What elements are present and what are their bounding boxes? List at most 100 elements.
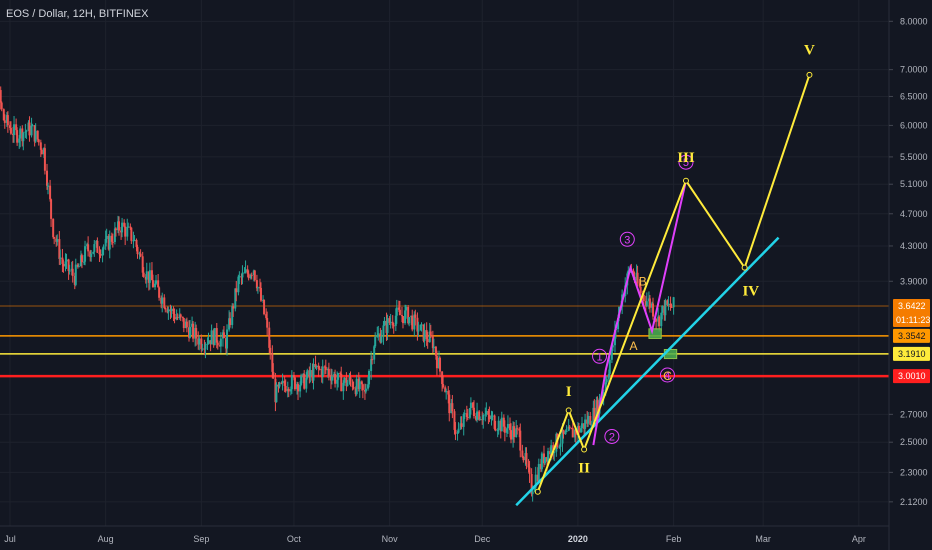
candle-body [154, 283, 157, 288]
candle-body [195, 328, 198, 339]
candle-body [414, 314, 417, 318]
candle-body [142, 272, 145, 277]
candle-body [334, 374, 337, 384]
candle-body [669, 303, 672, 307]
x-tick-label: Mar [755, 534, 771, 544]
candle-body [74, 264, 77, 285]
candle-body [151, 280, 154, 288]
time-axis[interactable]: Jul Aug Sep Oct Nov Dec 2020 Feb Mar Apr [4, 534, 866, 544]
candle-body [113, 228, 116, 242]
candle-body [400, 315, 403, 317]
candle-body [253, 270, 256, 281]
candle-body [126, 227, 129, 237]
candle-body [71, 268, 74, 277]
candle-body [53, 237, 56, 239]
yellow-wave-label: III [677, 150, 695, 166]
candle-body [487, 410, 490, 416]
price-tag [893, 369, 930, 384]
candle-body [222, 332, 225, 339]
candle-body [522, 456, 525, 461]
candle-body [454, 429, 457, 434]
candle-body [425, 330, 428, 340]
candle-body [355, 378, 358, 395]
candle-body [516, 428, 519, 430]
candle-body [604, 382, 607, 392]
y-tick-label: 2.7000 [900, 409, 928, 419]
candle-body [104, 239, 107, 247]
candle-body [503, 426, 506, 433]
price-tag-label: 3.1910 [898, 349, 926, 359]
candle-body [383, 320, 386, 326]
y-tick-label: 6.5000 [900, 91, 928, 101]
candle-body [0, 102, 3, 110]
y-tick-label: 8.0000 [900, 16, 928, 26]
candle-body [493, 415, 496, 429]
price-axis[interactable]: 8.0000 7.0000 6.5000 6.0000 5.5000 5.1000 4.70… [889, 16, 930, 507]
candle-body [478, 411, 481, 420]
chart-title: EOS / Dollar, 12H, BITFINEX [6, 8, 149, 20]
candle-body [312, 364, 315, 381]
candle-body [519, 430, 522, 451]
candle-body [562, 429, 565, 435]
candle-body [271, 353, 274, 372]
y-tick-label: 4.3000 [900, 241, 928, 251]
candle-body [574, 430, 577, 435]
candle-body [431, 336, 434, 349]
candle-body [540, 453, 543, 470]
price-tag-label: 3.0010 [898, 371, 926, 381]
candle-body [658, 316, 661, 327]
candle-body [61, 257, 64, 264]
candle-body [52, 218, 55, 238]
candle-body [581, 423, 584, 429]
candle-body [263, 299, 266, 315]
candle-body [108, 235, 111, 250]
support-trendline [515, 236, 780, 507]
yellow-wave-label: V [804, 43, 815, 59]
magenta-wave-path [592, 180, 687, 446]
abc-wave-label: B [639, 274, 647, 288]
candle-body [497, 420, 500, 430]
wave-pivot-point [565, 407, 572, 414]
candle-body [351, 381, 354, 388]
candle-body [368, 370, 371, 385]
candle-body [462, 414, 465, 427]
candle-body [34, 130, 37, 142]
y-tick-label: 2.5000 [900, 437, 928, 447]
candle-body [56, 239, 59, 242]
y-tick-label: 2.1200 [900, 497, 928, 507]
candle-body [405, 307, 408, 311]
candle-body [584, 419, 587, 429]
candle-body [235, 288, 238, 293]
candle-body [590, 424, 593, 426]
candle-body [580, 428, 583, 433]
candle-body [65, 259, 68, 262]
candle-body [98, 252, 101, 255]
candle-body [509, 423, 512, 431]
candle-body [465, 413, 468, 417]
candle-body [358, 381, 361, 389]
candle-body [244, 269, 247, 273]
x-tick-label: Sep [193, 534, 209, 544]
candle-body [226, 329, 229, 349]
candle-body [318, 368, 321, 370]
candle-body [666, 300, 669, 305]
horizontal-levels [0, 305, 889, 378]
candle-body [401, 316, 404, 324]
candle-body [234, 288, 237, 309]
wave-pivot-point [534, 488, 541, 495]
candle-body [645, 301, 648, 306]
candle-body [84, 246, 87, 262]
candle-body [336, 379, 339, 384]
candle-body [447, 391, 450, 395]
candle-body [15, 124, 18, 131]
candle-body [342, 382, 345, 392]
candle-body [530, 474, 533, 495]
candle-body [292, 375, 295, 378]
candle-body [564, 431, 567, 435]
candle-body [105, 235, 108, 240]
candle-body [281, 380, 284, 384]
candle-body [392, 325, 395, 327]
candle-body [568, 426, 571, 429]
